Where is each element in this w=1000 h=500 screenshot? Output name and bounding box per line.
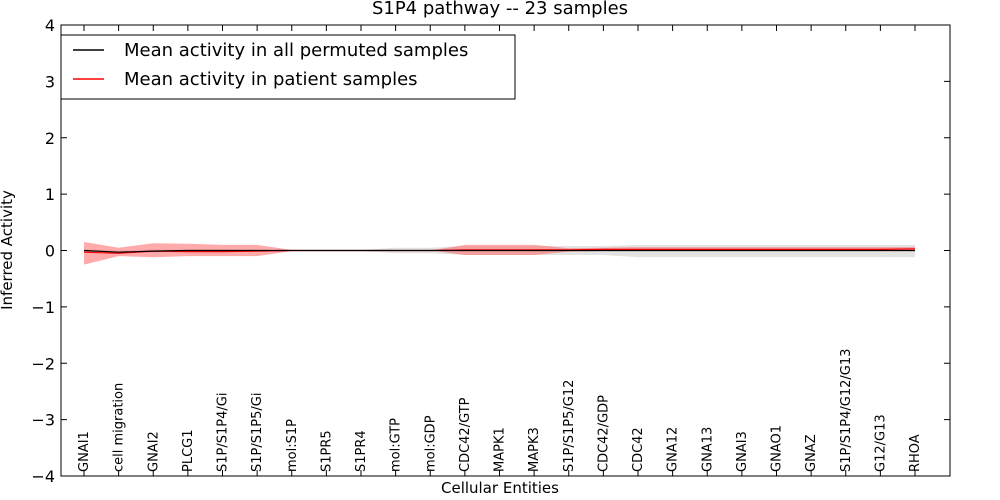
x-category-label: CDC42/GTP — [458, 397, 473, 472]
y-tick-label: 2 — [45, 129, 55, 148]
band-patient — [84, 242, 915, 265]
y-axis: −4 −3 −2 −1 0 1 2 3 4 — [31, 16, 950, 486]
x-category-label: S1PR4 — [354, 430, 369, 472]
x-category-label: cell migration — [112, 383, 127, 472]
x-category-label: GNAZ — [804, 434, 819, 472]
legend: Mean activity in all permuted samples Me… — [60, 34, 516, 100]
x-category-label: GNAI2 — [146, 431, 161, 472]
x-category-label: CDC42 — [631, 427, 646, 472]
x-category-label: mol:S1P — [285, 419, 300, 472]
x-category-label: mol:GDP — [423, 415, 438, 472]
series-lines — [83, 248, 916, 254]
x-category-label: G12/G13 — [873, 414, 888, 472]
y-tick-label: 1 — [45, 185, 55, 204]
y-tick-label: −2 — [31, 354, 55, 373]
y-tick-label: 0 — [45, 242, 55, 261]
x-category-label: GNAO1 — [770, 425, 785, 472]
series-line-permuted — [83, 249, 915, 253]
legend-label-patient: Mean activity in patient samples — [124, 69, 418, 90]
x-category-label: mol:GTP — [389, 418, 404, 472]
y-tick-label: −3 — [31, 411, 55, 430]
x-category-label: MAPK1 — [493, 427, 508, 472]
x-category-label: CDC42/GDP — [596, 395, 611, 472]
x-category-label: GNAI3 — [735, 431, 750, 472]
y-tick-label: −1 — [31, 298, 55, 317]
x-category-label: MAPK3 — [527, 427, 542, 472]
x-category-label: GNA12 — [666, 427, 681, 472]
confidence-bands — [84, 242, 915, 265]
chart-title: S1P4 pathway -- 23 samples — [372, 0, 628, 19]
x-category-label: RHOA — [908, 434, 923, 472]
x-category-label: S1P/S1P4/Gi — [216, 393, 231, 472]
x-category-label: GNAI1 — [77, 431, 92, 472]
x-category-label: S1P/S1P4/G12/G13 — [839, 349, 854, 472]
x-category-label: PLCG1 — [181, 429, 196, 472]
legend-label-permuted: Mean activity in all permuted samples — [124, 40, 468, 61]
legend-box — [60, 34, 516, 100]
x-category-label: GNA13 — [700, 427, 715, 472]
x-category-label: S1P/S1P5/Gi — [250, 393, 265, 472]
x-axis-label: Cellular Entities — [441, 479, 559, 497]
y-axis-label: Inferred Activity — [0, 190, 16, 310]
y-tick-label: 4 — [45, 16, 55, 35]
y-tick-label: −4 — [31, 467, 55, 486]
x-axis-category-labels: GNAI1 cell migration GNAI2 PLCG1 S1P/S1P4/Gi… — [77, 25, 923, 476]
x-category-label: S1P/S1P5/G12 — [562, 380, 577, 472]
y-tick-label: 3 — [45, 72, 55, 91]
x-category-label: S1PR5 — [319, 430, 334, 472]
